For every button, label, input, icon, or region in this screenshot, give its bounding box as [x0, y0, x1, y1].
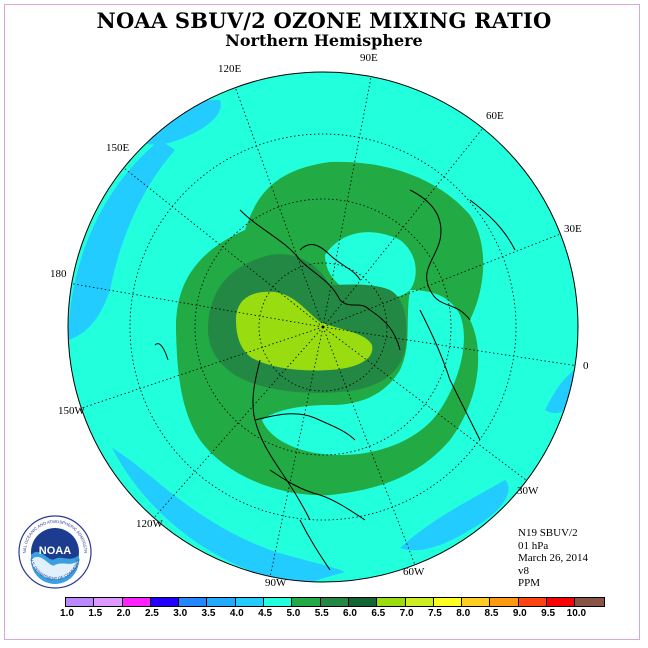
info-level: 01 hPa: [518, 539, 549, 552]
field-low-left: [68, 140, 175, 340]
colorbar-segment: [518, 598, 548, 606]
field-low-bottomleft: [112, 448, 345, 582]
lon-label-0: 0: [583, 360, 589, 372]
info-block: N19 SBUV/2 01 hPa March 26, 2014 v8 PPM: [518, 527, 588, 590]
info-instrument: N19 SBUV/2: [518, 527, 578, 539]
colorbar-segment: [320, 598, 349, 606]
colorbar-tick-label: 3.0: [173, 608, 188, 619]
colorbar-tick-label: 6.5: [371, 608, 386, 619]
info-units: PPM: [518, 577, 541, 589]
colorbar-segment: [264, 598, 293, 606]
colorbar-segment: [235, 598, 265, 606]
colorbar-ticks: 1.0 1.5 2.0 2.5 3.0 3.5 4.0 4.5 5.0 5.5 6.0 6.5 7.0 7…: [0, 608, 648, 622]
lon-label-150e: 150E: [106, 142, 130, 154]
lon-label-90e: 90E: [360, 52, 378, 64]
info-date: March 26, 2014: [518, 552, 588, 564]
colorbar-tick-label: 1.0: [60, 608, 74, 619]
lon-label-90w: 90W: [265, 577, 287, 589]
lon-label-120w: 120W: [136, 518, 163, 530]
colorbar-segment: [207, 598, 236, 606]
colorbar-segment: [348, 598, 378, 606]
info-version: v8: [518, 564, 529, 577]
lon-label-150w: 150W: [58, 405, 85, 417]
map-border: [67, 71, 579, 583]
lon-label-30w: 30W: [517, 485, 539, 497]
colorbar-segment: [150, 598, 180, 606]
ozone-field: [68, 72, 578, 582]
colorbar-tick-label: 5.0: [286, 608, 301, 619]
coastlines: [154, 189, 516, 571]
colorbar-tick-label: 1.5: [88, 608, 103, 619]
noaa-logo: NOAA NATIONAL OCEANIC AND ATMOSPHERIC AD…: [18, 515, 92, 589]
colorbar-segment: [575, 598, 604, 606]
colorbar-tick-label: 9.0: [512, 608, 527, 619]
lon-label-30e: 30E: [564, 223, 582, 235]
colorbar-segment: [122, 598, 151, 606]
colorbar-tick-label: 8.5: [484, 608, 499, 619]
colorbar-tick-label: 4.5: [258, 608, 273, 619]
colorbar-tick-label: 7.5: [427, 608, 442, 619]
colorbar-tick-label: 2.5: [144, 608, 159, 619]
colorbar-tick-label: 8.0: [456, 608, 471, 619]
chart-subtitle: Northern Hemisphere: [225, 31, 423, 50]
graticule: [68, 72, 578, 578]
lon-label-60w: 60W: [403, 566, 425, 578]
colorbar-segment: [66, 598, 95, 606]
lon-label-120e: 120E: [218, 63, 242, 75]
colorbar-segment: [292, 598, 321, 606]
chart-title: NOAA SBUV/2 OZONE MIXING RATIO: [96, 8, 552, 33]
colorbar-segment: [547, 598, 576, 606]
colorbar-tick-label: 4.0: [229, 608, 244, 619]
lon-label-180: 180: [50, 268, 67, 280]
field-low-topleft: [140, 99, 221, 145]
colorbar-segment: [462, 598, 491, 606]
field-core: [236, 291, 373, 371]
colorbar-segment: [405, 598, 434, 606]
colorbar-segment: [179, 598, 208, 606]
colorbar-tick-label: 5.5: [314, 608, 329, 619]
colorbar-segment: [490, 598, 519, 606]
plot-frame: [4, 4, 640, 640]
colorbar-segment: [94, 598, 123, 606]
colorbar: [65, 597, 605, 607]
colorbar-tick-label: 10.0: [566, 608, 587, 619]
field-low-bottomright: [400, 480, 509, 551]
colorbar-tick-label: 3.5: [201, 608, 216, 619]
colorbar-segment: [377, 598, 406, 606]
colorbar-tick-label: 6.0: [343, 608, 357, 619]
lon-label-60e: 60E: [486, 110, 504, 122]
svg-text:NOAA: NOAA: [39, 545, 71, 557]
colorbar-segment: [433, 598, 463, 606]
colorbar-tick-label: 2.0: [116, 608, 131, 619]
colorbar-tick-label: 7.0: [399, 608, 414, 619]
colorbar-tick-label: 9.5: [541, 608, 556, 619]
